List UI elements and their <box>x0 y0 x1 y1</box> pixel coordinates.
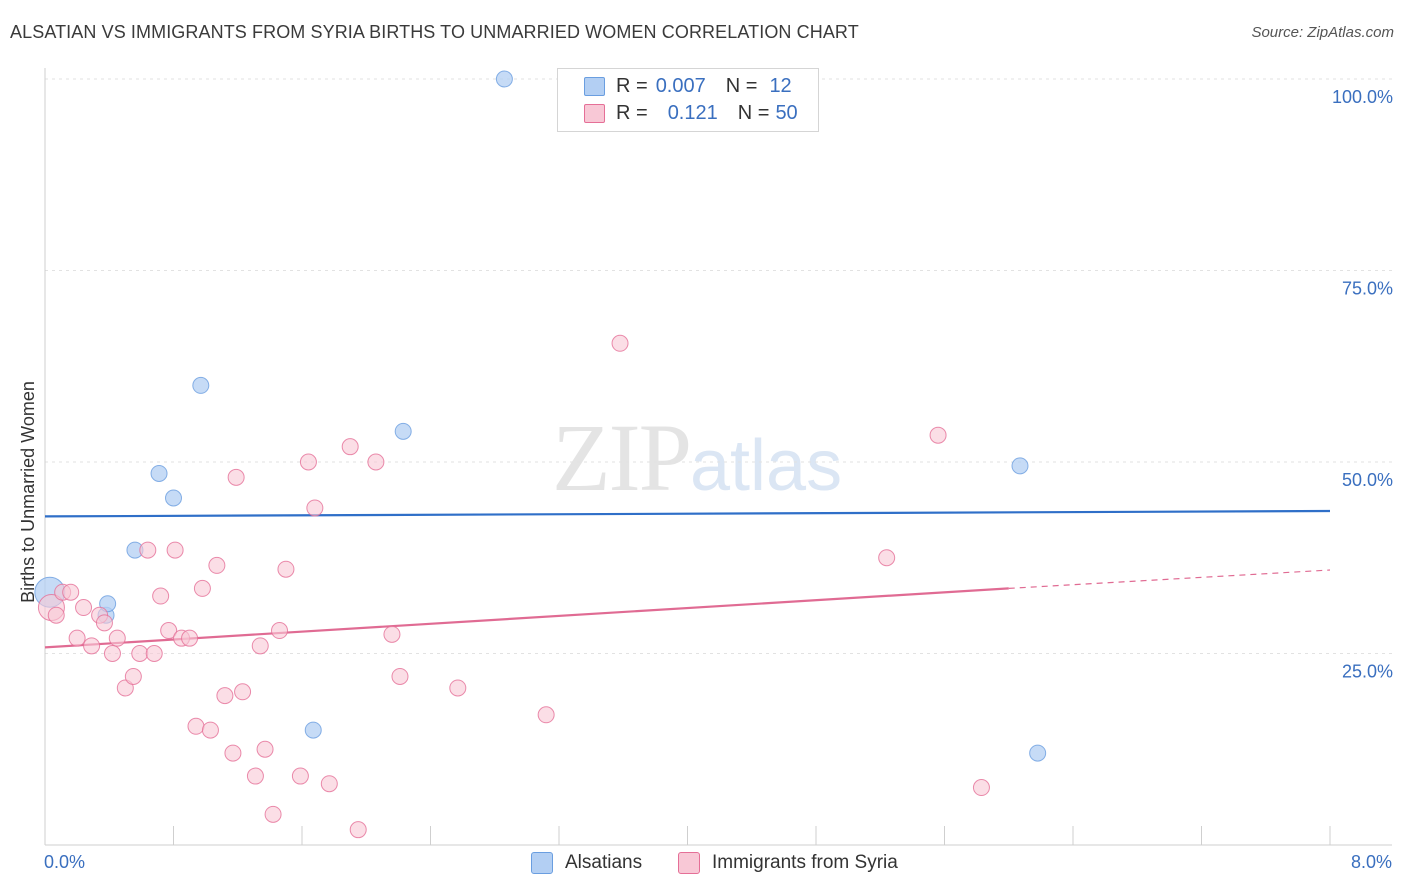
grid-layer <box>45 78 1392 654</box>
legend-n-value: 12 <box>769 74 792 97</box>
point-syria <box>152 587 170 605</box>
y-tick-label: 100.0% <box>1332 87 1393 107</box>
point-syria <box>62 583 80 601</box>
point-syria <box>227 468 245 486</box>
point-syria <box>208 556 226 574</box>
point-alsatians <box>304 721 322 739</box>
axis-layer: 25.0% 50.0% 75.0% 100.0% <box>44 68 1393 846</box>
point-syria <box>131 645 149 662</box>
point-syria <box>972 779 990 797</box>
watermark-atlas: atlas <box>690 426 843 506</box>
point-syria <box>187 717 205 735</box>
point-syria <box>320 775 338 793</box>
legend-item-syria-label: Immigrants from Syria <box>712 852 898 873</box>
point-alsatians <box>99 595 117 613</box>
point-syria <box>367 453 385 471</box>
point-syria <box>349 821 367 839</box>
point-syria <box>116 679 134 697</box>
point-syria <box>95 614 113 632</box>
point-syria <box>929 426 947 444</box>
point-syria <box>271 622 289 640</box>
chart-title: ALSATIAN VS IMMIGRANTS FROM SYRIA BIRTHS… <box>10 22 859 42</box>
point-syria <box>383 625 401 643</box>
point-syria <box>145 645 163 662</box>
point-syria <box>181 629 199 647</box>
legend-n-value: 50 <box>775 101 798 124</box>
x-axis-min-label: 0.0% <box>44 852 86 872</box>
point-syria <box>108 629 126 647</box>
point-syria <box>341 438 359 456</box>
point-syria <box>47 606 65 624</box>
point-syria <box>264 805 282 823</box>
point-alsatians <box>165 489 182 507</box>
point-syria <box>160 622 178 640</box>
trendline-extension-syria <box>1008 569 1331 589</box>
y-axis-title: Births to Unmarried Women <box>18 381 38 603</box>
y-tick-label: 50.0% <box>1342 470 1393 490</box>
point-alsatians <box>1011 457 1029 475</box>
points-layer <box>34 70 1047 839</box>
point-syria <box>256 740 274 758</box>
point-syria <box>277 560 295 578</box>
point-syria <box>299 453 317 471</box>
point-alsatians <box>150 464 168 482</box>
legend-item-syria-swatch <box>678 852 700 874</box>
legend-n-label: N = <box>737 101 770 124</box>
legend-item-alsatians-label: Alsatians <box>565 852 643 873</box>
watermark-zip: ZIP <box>552 404 692 511</box>
legend-r-value: 0.007 <box>655 74 706 97</box>
point-syria <box>449 679 467 697</box>
point-syria <box>251 637 269 655</box>
watermark: ZIPatlas <box>552 402 842 513</box>
point-syria <box>75 599 93 617</box>
point-syria <box>878 549 896 567</box>
chart-source: Source: ZipAtlas.com <box>1251 24 1394 41</box>
point-syria <box>124 667 142 685</box>
point-syria <box>537 706 555 724</box>
legend-r-label: R = <box>616 101 648 124</box>
legend-row-alsatians: R = 0.007 N = 12 <box>584 74 792 98</box>
trendline-syria <box>44 587 1009 649</box>
point-syria <box>103 645 121 662</box>
point-syria <box>216 687 234 705</box>
point-syria <box>68 629 86 647</box>
point-syria <box>83 637 101 655</box>
point-syria <box>193 579 211 597</box>
point-alsatians <box>394 422 412 440</box>
legend-swatch-alsatians <box>584 76 605 96</box>
series-legend: Alsatians Immigrants from Syria <box>0 852 1406 876</box>
point-syria <box>166 541 184 559</box>
point-syria <box>391 667 409 685</box>
y-tick-label: 25.0% <box>1342 662 1393 682</box>
ylabel-layer: Births to Unmarried Women <box>18 381 38 603</box>
x-axis-max-label: 8.0% <box>1350 852 1392 872</box>
correlation-legend: R = 0.007 N = 12 R = 0.121 N = 50 <box>557 68 819 132</box>
trend-layer <box>44 509 1331 649</box>
point-syria <box>246 767 264 785</box>
point-alsatians <box>1029 744 1047 762</box>
legend-swatch-syria <box>584 103 605 123</box>
point-syria <box>234 683 252 701</box>
point-syria <box>201 721 219 739</box>
legend-item-alsatians: Alsatians <box>531 852 642 874</box>
point-syria <box>139 541 157 559</box>
point-syria <box>611 334 629 352</box>
point-syria <box>291 767 309 785</box>
legend-item-alsatians-swatch <box>531 852 553 874</box>
legend-row-syria: R = 0.121 N = 50 <box>584 101 798 125</box>
legend-r-label: R = <box>616 74 648 97</box>
legend-item-syria: Immigrants from Syria <box>678 852 898 874</box>
point-syria <box>224 744 242 762</box>
point-syria <box>306 499 324 517</box>
trendline-alsatians <box>44 509 1331 518</box>
legend-r-value: 0.121 <box>667 101 718 124</box>
point-alsatians <box>192 376 210 394</box>
point-alsatians <box>495 70 513 88</box>
y-tick-label: 75.0% <box>1342 279 1393 299</box>
legend-n-label: N = <box>725 74 758 97</box>
